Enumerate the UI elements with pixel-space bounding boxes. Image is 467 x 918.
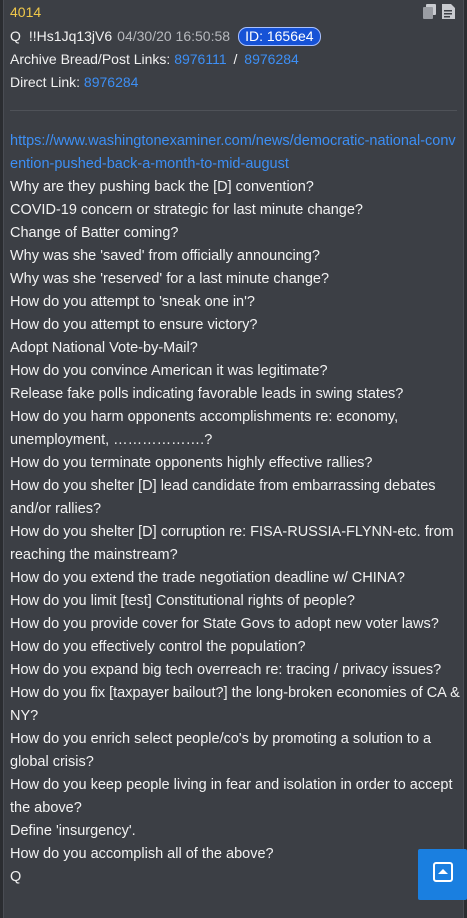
scroll-to-top-icon (432, 862, 453, 887)
archive-link-1[interactable]: 8976111 (174, 51, 227, 67)
archive-label: Archive Bread/Post Links: (10, 51, 171, 67)
post-line: How do you shelter [D] lead candidate fr… (10, 478, 436, 517)
post-line: How do you shelter [D] corruption re: FI… (10, 524, 454, 563)
post-line: Why are they pushing back the [D] conven… (10, 179, 314, 195)
poster-name: Q (10, 28, 21, 44)
post-line: How do you provide cover for State Govs … (10, 616, 439, 632)
post-line: How do you accomplish all of the above? (10, 846, 274, 862)
post-lines: Why are they pushing back the [D] conven… (10, 176, 460, 889)
scroll-to-top-button[interactable] (418, 849, 467, 900)
direct-link[interactable]: 8976284 (83, 74, 139, 90)
article-link[interactable]: https://www.washingtonexaminer.com/news/… (10, 133, 456, 172)
post-line: How do you attempt to 'sneak one in'? (10, 294, 255, 310)
post-line: Release fake polls indicating favorable … (10, 386, 404, 402)
document-icon[interactable] (442, 4, 455, 19)
post-line: Adopt National Vote-by-Mail? (10, 340, 198, 356)
post-line: COVID-19 concern or strategic for last m… (10, 202, 363, 218)
post-line: How do you convince American it was legi… (10, 363, 328, 379)
header-icons (423, 4, 455, 19)
post-meta: Q !!Hs1Jq13jV6 04/30/20 16:50:58 ID: 165… (10, 26, 321, 46)
post-line: Why was she 'reserved' for a last minute… (10, 271, 330, 287)
post-line: How do you harm opponents accomplishment… (10, 409, 399, 448)
post-line: How do you expand big tech overreach re:… (10, 662, 442, 678)
id-badge[interactable]: ID: 1656e4 (238, 26, 321, 46)
post-line: How do you extend the trade negotiation … (10, 570, 405, 586)
post-line: How do you limit [test] Constitutional r… (10, 593, 355, 609)
post-container: 4014 Q !!Hs1Jq13jV6 04/30/20 16:50:58 ID… (3, 0, 464, 918)
post-body: https://www.washingtonexaminer.com/news/… (10, 130, 460, 889)
direct-link-row: Direct Link: 8976284 (10, 72, 138, 92)
archive-link-2[interactable]: 8976284 (244, 51, 299, 67)
copy-icon[interactable] (423, 4, 436, 19)
post-line: Q (10, 869, 22, 885)
direct-link-label: Direct Link: (10, 74, 81, 90)
post-line: How do you fix [taxpayer bailout?] the l… (10, 685, 460, 724)
post-number: 4014 (10, 4, 42, 20)
post-line: How do you attempt to ensure victory? (10, 317, 258, 333)
post-line: Define 'insurgency'. (10, 823, 136, 839)
post-line: How do you effectively control the popul… (10, 639, 306, 655)
post-line: How do you terminate opponents highly ef… (10, 455, 373, 471)
tripcode: !!Hs1Jq13jV6 (28, 28, 113, 44)
archive-links: Archive Bread/Post Links: 8976111 / 8976… (10, 49, 299, 69)
post-line: Change of Batter coming? (10, 225, 179, 241)
post-line: Why was she 'saved' from officially anno… (10, 248, 320, 264)
post-datetime: 04/30/20 16:50:58 (117, 28, 231, 44)
archive-separator: / (233, 51, 238, 67)
post-line: How do you enrich select people/co's by … (10, 731, 432, 770)
post-line: How do you keep people living in fear an… (10, 777, 453, 816)
divider (10, 110, 457, 111)
